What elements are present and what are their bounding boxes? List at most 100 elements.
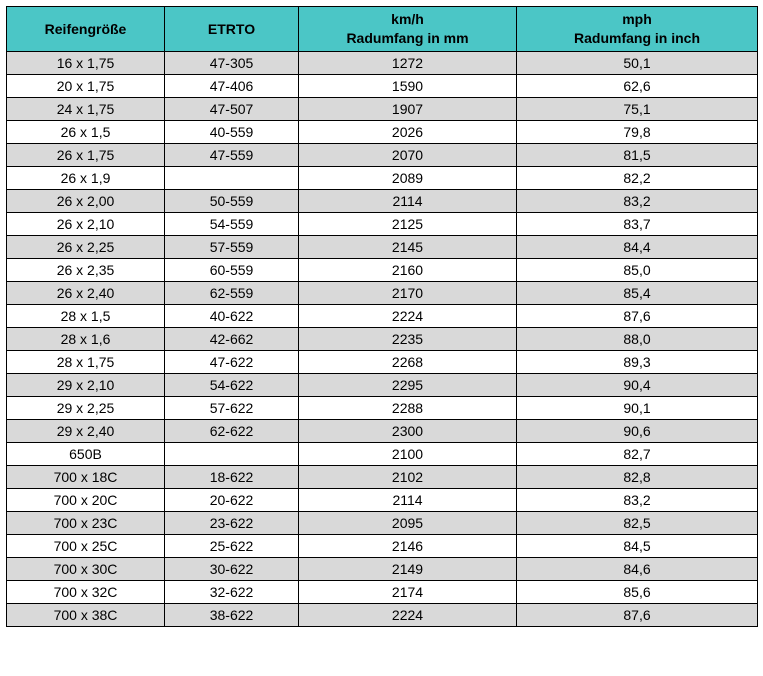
- table-cell: 32-622: [165, 580, 299, 603]
- table-row: 700 x 25C25-622214684,5: [7, 534, 758, 557]
- table-cell: 60-559: [165, 258, 299, 281]
- table-cell: 83,7: [517, 212, 758, 235]
- table-cell: 84,6: [517, 557, 758, 580]
- table-cell: 81,5: [517, 143, 758, 166]
- table-cell: 88,0: [517, 327, 758, 350]
- table-cell: 82,2: [517, 166, 758, 189]
- table-row: 700 x 32C32-622217485,6: [7, 580, 758, 603]
- table-cell: 18-622: [165, 465, 299, 488]
- table-cell: 700 x 32C: [7, 580, 165, 603]
- table-cell: 85,4: [517, 281, 758, 304]
- col-header-mph-line1: mph: [622, 11, 652, 27]
- table-row: 28 x 1,540-622222487,6: [7, 304, 758, 327]
- table-cell: 25-622: [165, 534, 299, 557]
- col-header-kmh: km/h Radumfang in mm: [299, 7, 517, 52]
- table-cell: 2089: [299, 166, 517, 189]
- col-header-mph-line2: Radumfang in inch: [517, 29, 757, 48]
- table-row: 700 x 20C20-622211483,2: [7, 488, 758, 511]
- table-cell: 90,6: [517, 419, 758, 442]
- table-cell: 700 x 23C: [7, 511, 165, 534]
- table-cell: 26 x 2,35: [7, 258, 165, 281]
- tire-size-table: Reifengröße ETRTO km/h Radumfang in mm m…: [6, 6, 758, 627]
- col-header-mph: mph Radumfang in inch: [517, 7, 758, 52]
- col-header-kmh-line2: Radumfang in mm: [299, 29, 516, 48]
- table-cell: 20-622: [165, 488, 299, 511]
- table-row: 26 x 2,2557-559214584,4: [7, 235, 758, 258]
- table-cell: 90,1: [517, 396, 758, 419]
- table-cell: 28 x 1,5: [7, 304, 165, 327]
- table-row: 26 x 1,7547-559207081,5: [7, 143, 758, 166]
- table-cell: 26 x 2,25: [7, 235, 165, 258]
- table-cell: 50,1: [517, 51, 758, 74]
- table-row: 26 x 2,0050-559211483,2: [7, 189, 758, 212]
- table-cell: 47-622: [165, 350, 299, 373]
- table-cell: 26 x 2,00: [7, 189, 165, 212]
- table-cell: 2146: [299, 534, 517, 557]
- table-cell: 26 x 1,75: [7, 143, 165, 166]
- table-cell: 84,4: [517, 235, 758, 258]
- table-row: 700 x 18C18-622210282,8: [7, 465, 758, 488]
- table-cell: 54-622: [165, 373, 299, 396]
- table-cell: 28 x 1,6: [7, 327, 165, 350]
- table-cell: 2295: [299, 373, 517, 396]
- table-cell: 47-406: [165, 74, 299, 97]
- table-cell: 23-622: [165, 511, 299, 534]
- table-cell: 29 x 2,25: [7, 396, 165, 419]
- table-cell: 30-622: [165, 557, 299, 580]
- table-cell: 62-622: [165, 419, 299, 442]
- table-row: 700 x 38C38-622222487,6: [7, 603, 758, 626]
- col-header-etrto: ETRTO: [165, 7, 299, 52]
- table-cell: 87,6: [517, 304, 758, 327]
- table-cell: 84,5: [517, 534, 758, 557]
- table-cell: 28 x 1,75: [7, 350, 165, 373]
- table-cell: 47-305: [165, 51, 299, 74]
- table-cell: 650B: [7, 442, 165, 465]
- table-cell: 29 x 2,10: [7, 373, 165, 396]
- table-row: 29 x 2,1054-622229590,4: [7, 373, 758, 396]
- table-cell: 57-559: [165, 235, 299, 258]
- table-cell: 40-559: [165, 120, 299, 143]
- table-row: 24 x 1,7547-507190775,1: [7, 97, 758, 120]
- table-cell: 75,1: [517, 97, 758, 120]
- table-row: 16 x 1,7547-305127250,1: [7, 51, 758, 74]
- table-cell: 1272: [299, 51, 517, 74]
- col-header-tire-size: Reifengröße: [7, 7, 165, 52]
- table-cell: 2114: [299, 189, 517, 212]
- table-cell: 2102: [299, 465, 517, 488]
- table-cell: [165, 166, 299, 189]
- table-cell: 2170: [299, 281, 517, 304]
- table-cell: 26 x 2,10: [7, 212, 165, 235]
- table-cell: 1590: [299, 74, 517, 97]
- table-cell: 2125: [299, 212, 517, 235]
- table-cell: 42-662: [165, 327, 299, 350]
- table-cell: 85,0: [517, 258, 758, 281]
- table-cell: 79,8: [517, 120, 758, 143]
- table-cell: 2160: [299, 258, 517, 281]
- table-cell: 2149: [299, 557, 517, 580]
- table-cell: 57-622: [165, 396, 299, 419]
- table-cell: 40-622: [165, 304, 299, 327]
- table-cell: 47-507: [165, 97, 299, 120]
- table-cell: 29 x 2,40: [7, 419, 165, 442]
- table-cell: 700 x 25C: [7, 534, 165, 557]
- table-cell: 2100: [299, 442, 517, 465]
- table-cell: 2114: [299, 488, 517, 511]
- table-cell: 2235: [299, 327, 517, 350]
- table-cell: 2288: [299, 396, 517, 419]
- table-row: 650B210082,7: [7, 442, 758, 465]
- table-row: 26 x 1,9208982,2: [7, 166, 758, 189]
- table-row: 26 x 2,3560-559216085,0: [7, 258, 758, 281]
- table-cell: 700 x 30C: [7, 557, 165, 580]
- table-row: 28 x 1,7547-622226889,3: [7, 350, 758, 373]
- table-cell: 89,3: [517, 350, 758, 373]
- table-cell: 54-559: [165, 212, 299, 235]
- table-row: 20 x 1,7547-406159062,6: [7, 74, 758, 97]
- col-header-kmh-line1: km/h: [391, 11, 424, 27]
- table-cell: 90,4: [517, 373, 758, 396]
- table-cell: 700 x 38C: [7, 603, 165, 626]
- table-cell: 700 x 18C: [7, 465, 165, 488]
- table-cell: 2224: [299, 603, 517, 626]
- table-row: 26 x 2,4062-559217085,4: [7, 281, 758, 304]
- table-row: 29 x 2,2557-622228890,1: [7, 396, 758, 419]
- table-row: 29 x 2,4062-622230090,6: [7, 419, 758, 442]
